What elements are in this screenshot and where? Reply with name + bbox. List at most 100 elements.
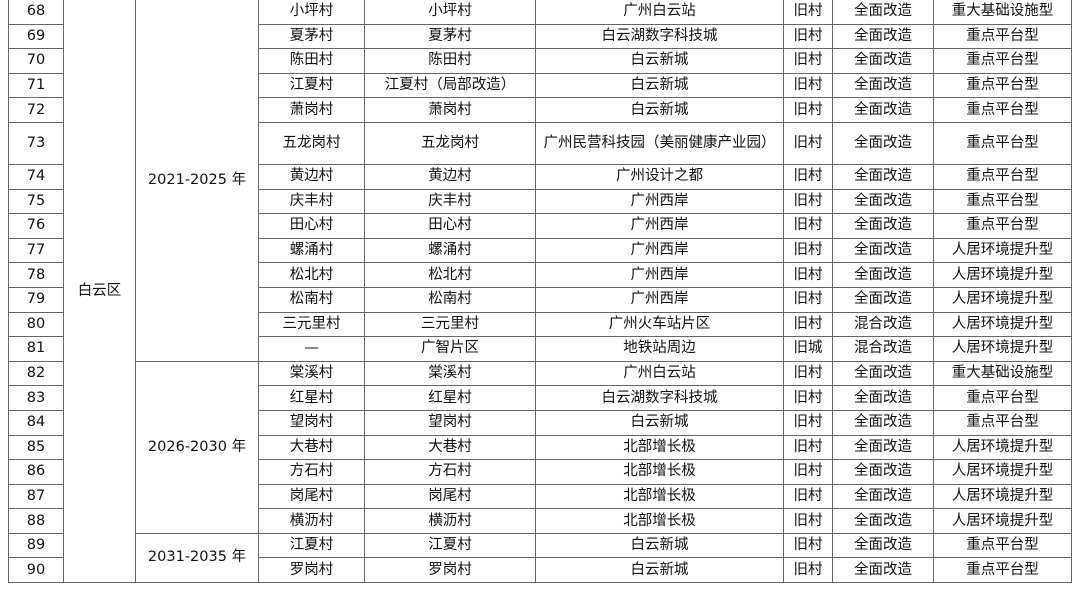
- project-cell: 五龙岗村: [364, 121, 536, 165]
- project-cell: 江夏村: [364, 532, 536, 559]
- category-cell: 人居环境提升型: [933, 336, 1072, 362]
- row-number-cell: 80: [8, 311, 64, 338]
- village-cell: 罗岗村: [258, 557, 365, 584]
- type-cell: 旧村: [783, 72, 833, 99]
- row-number-cell: 86: [8, 459, 64, 485]
- area-cell: 白云新城: [535, 409, 784, 436]
- project-cell: 庆丰村: [364, 188, 536, 215]
- type-cell: 旧村: [783, 409, 833, 436]
- mode-cell: 全面改造: [832, 188, 934, 215]
- row-number-cell: 73: [8, 121, 64, 165]
- village-cell: 五龙岗村: [258, 121, 365, 165]
- type-cell: 旧村: [783, 213, 833, 239]
- area-cell: 广州白云站: [535, 0, 784, 25]
- mode-cell: 全面改造: [832, 508, 934, 534]
- village-cell: 陈田村: [258, 48, 365, 74]
- area-cell: 广州西岸: [535, 286, 784, 313]
- type-cell: 旧村: [783, 557, 833, 584]
- mode-cell: 全面改造: [832, 23, 934, 50]
- table-row: 78 松北村 松北村 广州西岸 旧村 全面改造 人居环境提升型: [8, 262, 1072, 288]
- category-cell: 重点平台型: [933, 188, 1072, 215]
- table-row: 87 岗尾村 岗尾村 北部增长极 旧村 全面改造 人居环境提升型: [8, 483, 1072, 510]
- project-cell: 陈田村: [364, 48, 536, 74]
- village-cell: 大巷村: [258, 434, 365, 461]
- type-cell: 旧村: [783, 483, 833, 510]
- area-cell: 白云新城: [535, 557, 784, 584]
- category-cell: 重点平台型: [933, 23, 1072, 50]
- category-cell: 重点平台型: [933, 385, 1072, 411]
- village-cell: 黄边村: [258, 163, 365, 190]
- village-cell: 岗尾村: [258, 483, 365, 510]
- mode-cell: 全面改造: [832, 213, 934, 239]
- area-cell: 广州民营科技园（美丽健康产业园）: [535, 121, 784, 165]
- village-cell: 松北村: [258, 262, 365, 288]
- type-cell: 旧村: [783, 508, 833, 534]
- table-row: 76 田心村 田心村 广州西岸 旧村 全面改造 重点平台型: [8, 213, 1072, 239]
- row-number-cell: 89: [8, 532, 64, 559]
- type-cell: 旧村: [783, 360, 833, 387]
- row-number-cell: 85: [8, 434, 64, 461]
- row-number-cell: 75: [8, 188, 64, 215]
- village-cell: 松南村: [258, 286, 365, 313]
- table-row: 88 横沥村 横沥村 北部增长极 旧村 全面改造 人居环境提升型: [8, 508, 1072, 534]
- table-row: 75 庆丰村 庆丰村 广州西岸 旧村 全面改造 重点平台型: [8, 188, 1072, 215]
- renewal-project-table: 68 白云区 2021-2025 年小坪村 小坪村 广州白云站 旧村 全面改造 重大基础设施型…: [8, 0, 1072, 584]
- category-cell: 重点平台型: [933, 72, 1072, 99]
- row-number-cell: 68: [8, 0, 64, 25]
- type-cell: 旧村: [783, 121, 833, 165]
- mode-cell: 全面改造: [832, 237, 934, 264]
- village-cell: —: [258, 336, 365, 362]
- project-cell: 望岗村: [364, 409, 536, 436]
- table-row: 82 2026-2030 年棠溪村 棠溪村 广州白云站 旧村 全面改造 重大基础设施型: [8, 360, 1072, 534]
- mode-cell: 全面改造: [832, 163, 934, 190]
- mode-cell: 全面改造: [832, 360, 934, 387]
- table-row: 73 五龙岗村 五龙岗村 广州民营科技园（美丽健康产业园） 旧村 全面改造 重点平台型: [8, 121, 1072, 165]
- village-cell: 方石村: [258, 459, 365, 485]
- category-cell: 人居环境提升型: [933, 459, 1072, 485]
- type-cell: 旧村: [783, 163, 833, 190]
- row-number-cell: 87: [8, 483, 64, 510]
- project-cell: 红星村: [364, 385, 536, 411]
- village-cell: 江夏村: [258, 532, 365, 559]
- village-cell: 三元里村: [258, 311, 365, 338]
- type-cell: 旧村: [783, 532, 833, 559]
- mode-cell: 混合改造: [832, 336, 934, 362]
- project-cell: 广智片区: [364, 336, 536, 362]
- village-cell: 田心村: [258, 213, 365, 239]
- area-cell: 北部增长极: [535, 434, 784, 461]
- area-cell: 广州西岸: [535, 213, 784, 239]
- period-cell: 2031-2035 年: [135, 532, 259, 584]
- row-number-cell: 82: [8, 360, 64, 387]
- table-row: 77 螺涌村 螺涌村 广州西岸 旧村 全面改造 人居环境提升型: [8, 237, 1072, 264]
- mode-cell: 混合改造: [832, 311, 934, 338]
- table-row: 80 三元里村 三元里村 广州火车站片区 旧村 混合改造 人居环境提升型: [8, 311, 1072, 338]
- category-cell: 重点平台型: [933, 48, 1072, 74]
- category-cell: 重点平台型: [933, 213, 1072, 239]
- village-cell: 江夏村: [258, 72, 365, 99]
- category-cell: 重点平台型: [933, 121, 1072, 165]
- mode-cell: 全面改造: [832, 409, 934, 436]
- row-number-cell: 70: [8, 48, 64, 74]
- type-cell: 旧村: [783, 237, 833, 264]
- project-cell: 岗尾村: [364, 483, 536, 510]
- category-cell: 重大基础设施型: [933, 0, 1072, 25]
- table-row: 69 夏茅村 夏茅村 白云湖数字科技城 旧村 全面改造 重点平台型: [8, 23, 1072, 50]
- row-number-cell: 72: [8, 97, 64, 123]
- area-cell: 白云新城: [535, 97, 784, 123]
- category-cell: 人居环境提升型: [933, 237, 1072, 264]
- mode-cell: 全面改造: [832, 483, 934, 510]
- category-cell: 人居环境提升型: [933, 508, 1072, 534]
- area-cell: 白云湖数字科技城: [535, 23, 784, 50]
- row-number-cell: 78: [8, 262, 64, 288]
- mode-cell: 全面改造: [832, 262, 934, 288]
- type-cell: 旧村: [783, 23, 833, 50]
- category-cell: 重点平台型: [933, 532, 1072, 559]
- village-cell: 夏茅村: [258, 23, 365, 50]
- table-row: 70 陈田村 陈田村 白云新城 旧村 全面改造 重点平台型: [8, 48, 1072, 74]
- area-cell: 白云新城: [535, 48, 784, 74]
- mode-cell: 全面改造: [832, 385, 934, 411]
- mode-cell: 全面改造: [832, 557, 934, 584]
- category-cell: 人居环境提升型: [933, 311, 1072, 338]
- mode-cell: 全面改造: [832, 0, 934, 25]
- mode-cell: 全面改造: [832, 48, 934, 74]
